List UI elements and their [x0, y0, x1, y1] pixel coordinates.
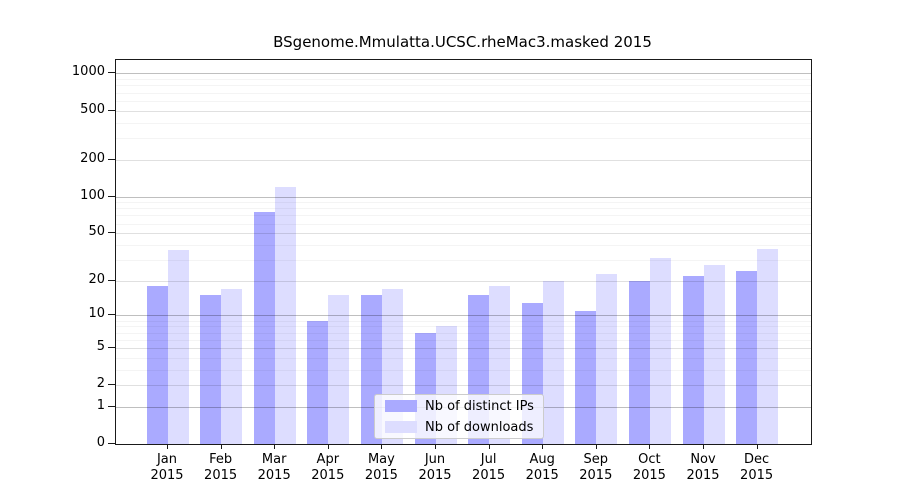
x-tick-mark [435, 443, 436, 449]
x-tick-mark [595, 443, 597, 449]
y-tick-label: 0 [96, 435, 105, 450]
x-tick-month: Jan [156, 452, 178, 467]
x-tick-mark [167, 443, 168, 449]
bar-distinct-ips [253, 211, 275, 444]
y-tick-mark [108, 443, 115, 444]
y-tick-label: 100 [80, 187, 105, 203]
x-tick-month: Sep [583, 452, 609, 467]
bar-distinct-ips [736, 271, 758, 444]
y-tick-mark [108, 405, 115, 407]
bar-downloads [703, 265, 725, 444]
x-tick-mark [220, 443, 222, 449]
legend-label-downloads: Nb of downloads [425, 419, 534, 435]
x-tick-label: Oct 2015 [619, 452, 679, 484]
bar-downloads [167, 250, 189, 444]
x-tick-year: 2015 [257, 468, 291, 483]
x-tick-year: 2015 [579, 468, 613, 483]
y-tick-label: 10 [88, 306, 105, 322]
y-tick-mark [108, 109, 115, 111]
bar-distinct-ips [146, 286, 168, 444]
x-tick-label: Aug 2015 [512, 452, 572, 484]
bar-downloads [328, 295, 350, 444]
x-tick-label: Jan 2015 [137, 452, 197, 484]
x-tick-month: Aug [529, 452, 555, 467]
x-tick-mark [381, 443, 383, 449]
x-tick-month: Jun [424, 452, 446, 467]
x-tick-month: Jul [480, 452, 497, 467]
x-tick-month: Feb [209, 452, 233, 467]
y-tick-label: 5 [96, 338, 105, 354]
bar-downloads [649, 258, 671, 444]
x-tick-month: Dec [744, 452, 770, 467]
y-tick-mark [108, 232, 115, 234]
x-tick-month: Oct [638, 452, 661, 467]
plot-area: Nb of distinct IPs Nb of downloads [115, 59, 812, 445]
y-tick-mark [108, 72, 115, 74]
bar-downloads [757, 248, 779, 444]
x-tick-year: 2015 [525, 468, 559, 483]
bar-downloads [221, 289, 243, 444]
legend-swatch-distinct-ips-icon [385, 400, 417, 412]
legend-label-distinct-ips: Nb of distinct IPs [425, 398, 534, 414]
bar-downloads [274, 186, 296, 444]
x-tick-mark [649, 443, 651, 449]
x-tick-month: Mar [261, 452, 287, 467]
x-tick-year: 2015 [311, 468, 345, 483]
x-tick-mark [488, 443, 490, 449]
x-tick-label: Jul 2015 [459, 452, 519, 484]
x-tick-label: Jun 2015 [405, 452, 465, 484]
y-tick-mark [108, 195, 115, 197]
x-tick-mark [327, 443, 329, 449]
bar-distinct-ips [307, 320, 329, 444]
x-tick-year: 2015 [740, 468, 774, 483]
x-tick-label: Nov 2015 [673, 452, 733, 484]
y-tick-label: 1 [96, 397, 105, 413]
x-tick-year: 2015 [364, 468, 398, 483]
bar-distinct-ips [200, 295, 222, 444]
x-tick-label: Feb 2015 [191, 452, 251, 484]
legend-item-distinct-ips: Nb of distinct IPs [385, 397, 535, 415]
y-tick-label: 50 [88, 224, 105, 240]
x-tick-label: May 2015 [351, 452, 411, 484]
x-tick-mark [274, 443, 276, 449]
x-tick-label: Sep 2015 [566, 452, 626, 484]
legend-item-downloads: Nb of downloads [385, 418, 535, 436]
bar-distinct-ips [628, 280, 650, 444]
x-tick-mark [542, 443, 544, 449]
x-tick-month: May [367, 452, 395, 467]
x-tick-label: Dec 2015 [727, 452, 787, 484]
x-tick-mark [756, 443, 758, 449]
x-tick-label: Mar 2015 [244, 452, 304, 484]
x-tick-month: Apr [316, 452, 340, 467]
y-tick-mark [108, 314, 115, 316]
x-tick-year: 2015 [632, 468, 666, 483]
chart-title: BSgenome.Mmulatta.UCSC.rheMac3.masked 20… [273, 33, 652, 51]
y-tick-label: 200 [80, 150, 105, 166]
bar-distinct-ips [682, 275, 704, 444]
y-tick-mark [108, 158, 115, 160]
bar-distinct-ips [575, 310, 597, 444]
bars-layer [116, 60, 811, 444]
bar-downloads [542, 280, 564, 444]
y-tick-label: 2 [96, 376, 105, 392]
y-tick-label: 500 [80, 101, 105, 117]
x-tick-label: Apr 2015 [298, 452, 358, 484]
x-tick-month: Nov [690, 452, 716, 467]
x-tick-year: 2015 [472, 468, 506, 483]
y-tick-mark [108, 384, 115, 386]
x-tick-year: 2015 [204, 468, 238, 483]
y-tick-label: 20 [88, 271, 105, 287]
bar-downloads [596, 273, 618, 444]
x-tick-year: 2015 [418, 468, 452, 483]
x-tick-year: 2015 [686, 468, 720, 483]
x-tick-year: 2015 [150, 468, 184, 483]
y-tick-mark [108, 346, 115, 348]
y-tick-mark [108, 279, 115, 281]
legend: Nb of distinct IPs Nb of downloads [374, 394, 544, 439]
x-tick-mark [703, 443, 704, 449]
legend-swatch-downloads-icon [385, 421, 417, 433]
y-tick-label: 1000 [71, 64, 105, 80]
